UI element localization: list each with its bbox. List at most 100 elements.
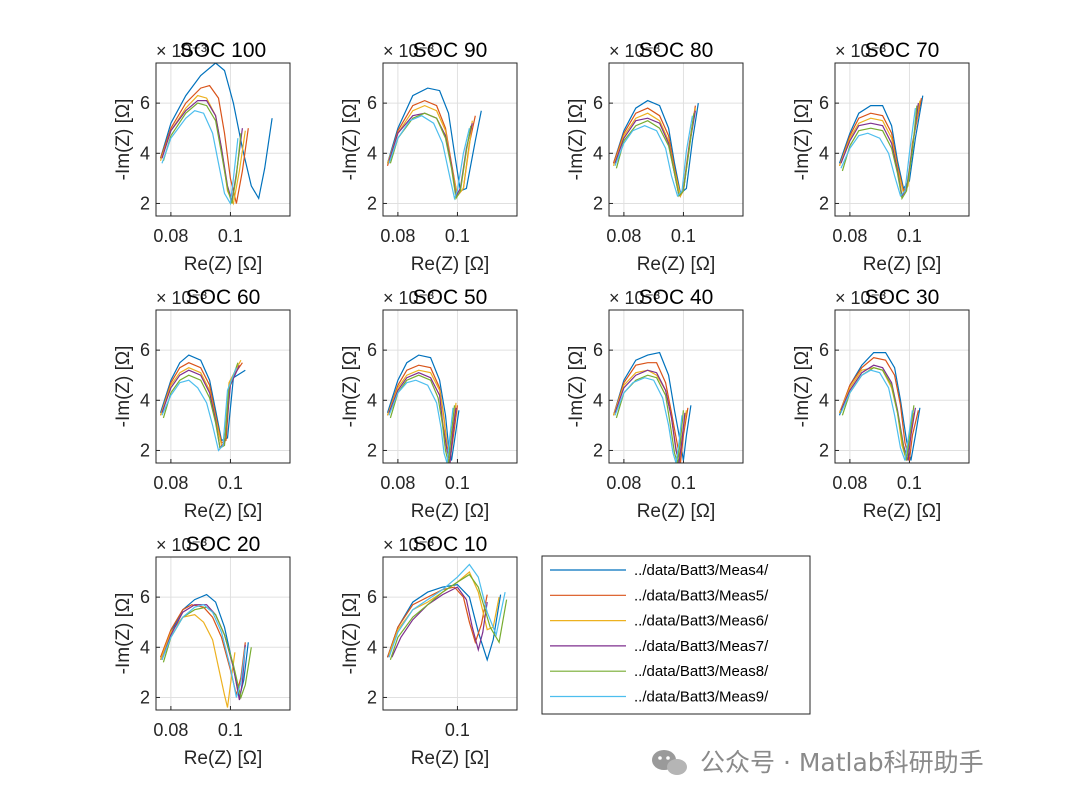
series-line-meas8 bbox=[162, 362, 239, 449]
series-line-meas8 bbox=[841, 105, 918, 201]
x-tick-label: 0.08 bbox=[832, 473, 867, 493]
y-exponent-label: × 10⁻³ bbox=[156, 41, 207, 61]
y-axis-label: -Im(Z) [Ω] bbox=[113, 593, 134, 675]
legend-entry-label: ../data/Batt3/Meas8/ bbox=[634, 663, 769, 680]
x-tick-label: 0.08 bbox=[153, 473, 188, 493]
x-tick-label: 0.08 bbox=[153, 720, 188, 740]
y-tick-label: 2 bbox=[367, 440, 377, 460]
subplot-title: SOC 70 bbox=[865, 39, 940, 62]
x-axis-label: Re(Z) [Ω] bbox=[863, 501, 942, 522]
series-line-meas4 bbox=[386, 583, 502, 662]
series-line-meas9 bbox=[614, 377, 683, 463]
x-tick-label: 0.1 bbox=[218, 226, 243, 246]
series-line-meas9 bbox=[388, 379, 454, 463]
watermark: 公众号 · Matlab科研助手 bbox=[652, 748, 984, 777]
series-line-meas4 bbox=[612, 351, 692, 461]
legend-entry-label: ../data/Batt3/Meas9/ bbox=[634, 689, 769, 706]
y-exponent-label: × 10⁻³ bbox=[609, 288, 660, 308]
y-axis-label: -Im(Z) [Ω] bbox=[113, 346, 134, 428]
y-tick-label: 6 bbox=[819, 93, 829, 113]
x-axis-label: Re(Z) [Ω] bbox=[411, 748, 490, 769]
series-line-meas7 bbox=[840, 364, 916, 461]
x-tick-label: 0.1 bbox=[445, 226, 470, 246]
y-axis-label: -Im(Z) [Ω] bbox=[340, 99, 361, 181]
series-line-meas5 bbox=[838, 357, 919, 461]
subplot-title: SOC 20 bbox=[186, 533, 261, 556]
series-line-meas8 bbox=[389, 573, 508, 660]
series-line-meas9 bbox=[840, 369, 913, 461]
axes-background bbox=[609, 63, 743, 216]
y-tick-label: 4 bbox=[593, 143, 603, 163]
x-axis-label: Re(Z) [Ω] bbox=[637, 501, 716, 522]
y-tick-label: 2 bbox=[367, 193, 377, 213]
watermark-text: 公众号 · Matlab科研助手 bbox=[700, 748, 984, 777]
series-line-meas4 bbox=[612, 99, 699, 195]
x-axis-label: Re(Z) [Ω] bbox=[411, 254, 490, 275]
x-tick-label: 0.1 bbox=[671, 226, 696, 246]
y-axis-label: -Im(Z) [Ω] bbox=[340, 346, 361, 428]
y-tick-label: 2 bbox=[140, 440, 150, 460]
series-line-meas9 bbox=[614, 115, 693, 198]
y-tick-label: 2 bbox=[140, 687, 150, 707]
x-tick-label: 0.1 bbox=[445, 720, 470, 740]
legend: ../data/Batt3/Meas4/ ../data/Batt3/Meas5/… bbox=[541, 555, 811, 715]
y-axis-label: -Im(Z) [Ω] bbox=[340, 593, 361, 675]
series-line-meas8 bbox=[162, 102, 242, 204]
subplot-title: SOC 10 bbox=[413, 533, 488, 556]
series-line-meas7 bbox=[614, 369, 686, 463]
y-tick-label: 6 bbox=[367, 93, 377, 113]
y-tick-label: 4 bbox=[367, 637, 377, 657]
series-line-meas7 bbox=[388, 372, 457, 463]
subplot-title: SOC 30 bbox=[865, 286, 940, 309]
axes-background bbox=[835, 63, 969, 216]
series-line-meas9 bbox=[161, 367, 237, 452]
axes-background bbox=[156, 63, 290, 216]
series-line-meas9 bbox=[840, 108, 916, 198]
y-tick-label: 4 bbox=[367, 143, 377, 163]
series-line-meas9 bbox=[388, 115, 470, 201]
axes-box bbox=[155, 556, 291, 711]
axes-box bbox=[155, 309, 291, 464]
y-exponent-label: × 10⁻³ bbox=[156, 535, 207, 555]
series-line-meas9 bbox=[161, 110, 239, 206]
y-tick-label: 2 bbox=[367, 687, 377, 707]
series-line-meas7 bbox=[391, 586, 488, 658]
y-tick-label: 6 bbox=[367, 340, 377, 360]
y-tick-label: 2 bbox=[819, 193, 829, 213]
y-tick-label: 4 bbox=[367, 390, 377, 410]
series-line-meas8 bbox=[389, 374, 456, 463]
y-exponent-label: × 10⁻³ bbox=[383, 288, 434, 308]
series-line-meas4 bbox=[159, 63, 273, 201]
x-axis-label: Re(Z) [Ω] bbox=[863, 254, 942, 275]
wechat-icon bbox=[652, 750, 687, 775]
axes-box bbox=[382, 62, 518, 217]
series-line-meas6 bbox=[159, 614, 236, 708]
y-exponent-label: × 10⁻³ bbox=[835, 41, 886, 61]
subplot-title: SOC 60 bbox=[186, 286, 261, 309]
legend-entry-label: ../data/Batt3/Meas7/ bbox=[634, 638, 769, 655]
y-tick-label: 6 bbox=[593, 340, 603, 360]
y-tick-label: 6 bbox=[593, 93, 603, 113]
x-tick-label: 0.1 bbox=[218, 473, 243, 493]
axes-box bbox=[382, 309, 518, 464]
x-axis-label: Re(Z) [Ω] bbox=[184, 254, 263, 275]
series-line-meas5 bbox=[159, 84, 249, 204]
y-exponent-label: × 10⁻³ bbox=[156, 288, 207, 308]
y-tick-label: 2 bbox=[593, 440, 603, 460]
series-line-meas5 bbox=[386, 586, 488, 658]
y-tick-label: 4 bbox=[819, 390, 829, 410]
axes-box bbox=[834, 309, 970, 464]
axes-background bbox=[156, 557, 290, 710]
x-tick-label: 0.1 bbox=[897, 226, 922, 246]
legend-box bbox=[541, 555, 811, 715]
y-tick-label: 6 bbox=[367, 587, 377, 607]
x-tick-label: 0.08 bbox=[832, 226, 867, 246]
series-line-meas5 bbox=[159, 362, 243, 444]
y-tick-label: 2 bbox=[819, 440, 829, 460]
